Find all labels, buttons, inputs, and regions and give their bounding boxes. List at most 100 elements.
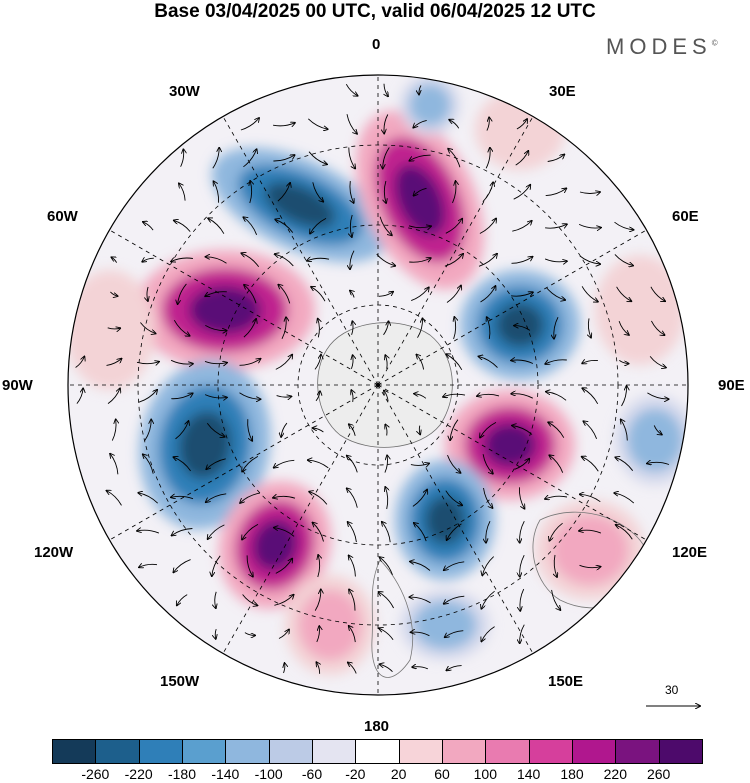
latitude-circle	[297, 304, 459, 466]
wind-arrow	[649, 356, 666, 367]
wind-arrow	[171, 393, 192, 400]
wind-arrow	[350, 291, 354, 298]
wind-arrow	[348, 522, 357, 543]
wind-arrow	[206, 422, 224, 437]
wind-arrow	[139, 564, 158, 567]
wind-arrow	[346, 114, 357, 134]
wind-arrow	[385, 487, 387, 510]
wind-arrow	[520, 554, 525, 577]
colorbar-segment	[485, 739, 530, 764]
wind-arrow	[483, 487, 493, 508]
wind-arrow	[242, 523, 259, 539]
colorbar-tick-label: -180	[167, 766, 197, 782]
negative-anomaly	[496, 303, 544, 347]
wind-arrow	[349, 589, 356, 611]
wind-arrow	[383, 321, 389, 336]
wind-arrow	[243, 319, 256, 338]
wind-arrow	[379, 628, 394, 641]
wind-arrow	[206, 458, 226, 469]
wind-arrow	[478, 254, 497, 267]
wind-arrow	[515, 151, 529, 166]
wind-arrow	[316, 626, 320, 643]
wind-arrow	[171, 496, 194, 498]
colorbar-segment	[268, 739, 313, 764]
wind-arrow	[583, 421, 598, 439]
wind-arrow	[170, 359, 193, 364]
wind-arrow	[275, 219, 294, 233]
wind-arrow	[477, 394, 500, 396]
wind-arrow	[650, 286, 665, 301]
wind-arrow	[107, 388, 120, 404]
wind-arrow	[545, 496, 568, 499]
wind-arrow	[247, 419, 253, 441]
wind-arrow	[239, 359, 261, 366]
wind-vectors	[75, 83, 669, 674]
wind-arrow	[445, 630, 464, 638]
meridian-line	[109, 384, 379, 541]
wind-arrow	[480, 421, 497, 437]
wind-arrow	[549, 455, 564, 473]
brand-logo: MODES©	[606, 34, 718, 60]
wind-arrow	[239, 392, 261, 399]
lon-label-150w: 150W	[160, 673, 200, 690]
wind-arrow	[243, 149, 256, 168]
wind-arrow	[578, 223, 601, 228]
wind-arrow	[548, 422, 565, 438]
wind-arrow	[520, 624, 525, 644]
wind-arrow	[349, 626, 356, 643]
lon-label-150e: 150E	[548, 673, 584, 690]
colorbar-tick-label: 180	[560, 766, 584, 782]
wind-arrow	[512, 221, 531, 232]
wind-arrow	[518, 487, 524, 508]
wind-arrow	[419, 425, 420, 435]
wind-arrow	[454, 317, 456, 340]
colorbar-segment	[528, 739, 573, 764]
wind-arrow	[486, 520, 491, 543]
wind-arrow	[514, 326, 531, 331]
colorbar-tick-label: 100	[473, 766, 498, 782]
wind-arrow	[384, 180, 386, 203]
wind-arrow	[482, 182, 493, 203]
coastline	[371, 559, 414, 678]
wind-arrow	[614, 254, 633, 265]
wind-arrow	[385, 425, 387, 436]
wind-arrow	[281, 317, 286, 340]
weak-negative-anomaly	[627, 408, 683, 472]
colorbar-segment	[225, 739, 270, 764]
wind-arrow	[520, 588, 525, 611]
positive-anomaly	[394, 164, 446, 236]
wind-arrow	[313, 428, 324, 433]
positive-anomaly	[484, 423, 536, 467]
wind-arrow	[172, 528, 193, 536]
meridian-line	[109, 229, 379, 386]
wind-arrow	[274, 459, 295, 467]
colorbar-segment	[355, 739, 400, 764]
wind-arrow	[546, 287, 565, 300]
wind-arrow	[311, 287, 326, 302]
wind-arrow	[413, 119, 427, 127]
wind-arrow	[316, 662, 319, 674]
wind-arrow	[347, 456, 358, 473]
wind-arrow	[482, 454, 493, 474]
wind-arrow	[215, 628, 216, 639]
wind-arrow	[545, 188, 567, 197]
wind-arrow	[347, 488, 358, 508]
map-title: Base 03/04/2025 00 UTC, valid 06/04/2025…	[154, 1, 596, 22]
wind-arrow	[414, 523, 427, 542]
wind-arrow	[479, 219, 496, 234]
weak-positive-anomaly	[595, 255, 685, 365]
wind-arrow	[511, 394, 534, 399]
wind-arrow	[579, 192, 600, 194]
wind-arrow	[446, 354, 463, 371]
wind-arrow	[110, 454, 119, 475]
wind-arrow	[205, 325, 226, 330]
wind-arrow	[241, 253, 260, 268]
wind-arrow	[512, 426, 533, 435]
wind-arrow	[480, 286, 496, 303]
wind-arrow	[545, 359, 567, 364]
lon-label-120w: 120W	[34, 544, 74, 561]
wind-arrow	[273, 123, 295, 126]
wind-arrow	[511, 292, 533, 296]
wind-arrow	[414, 394, 427, 399]
wind-arrow	[208, 218, 225, 234]
